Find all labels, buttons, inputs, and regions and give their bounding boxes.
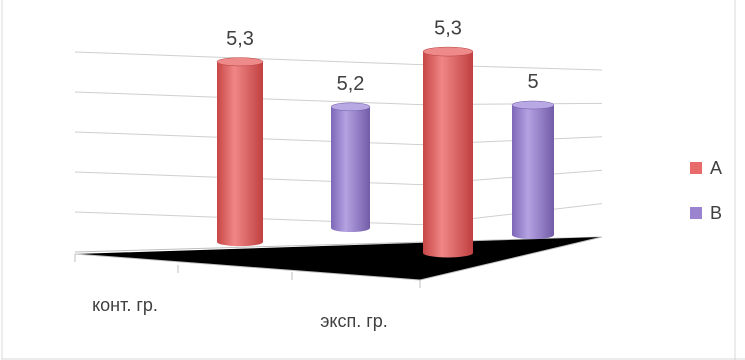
data-label: 5,2	[337, 73, 365, 95]
data-label: 5,3	[434, 18, 462, 40]
floor-back-edge	[74, 236, 603, 253]
bar-A-1	[422, 46, 474, 258]
bar-A-0	[216, 57, 264, 247]
bar-body	[512, 105, 554, 239]
bars	[216, 46, 555, 258]
floor-front-edge	[74, 236, 603, 281]
legend-item-A: A	[690, 158, 722, 178]
legend-item-B: B	[690, 203, 722, 223]
category-label: конт. гр.	[92, 295, 158, 315]
bar-top	[216, 57, 264, 67]
bar-body	[331, 106, 370, 232]
legend-swatch	[690, 162, 702, 174]
data-label: 5,3	[226, 28, 254, 50]
legend-label: B	[710, 203, 722, 223]
category-labels: конт. гр. эксп. гр.	[92, 295, 388, 331]
bar-body	[423, 51, 473, 258]
bar-top	[511, 100, 555, 110]
legend: AB	[690, 158, 722, 223]
data-labels: 5,3 5,2 5,3 5	[226, 18, 538, 95]
bar-body	[217, 61, 263, 247]
data-label: 5	[527, 71, 538, 93]
legend-swatch	[690, 207, 702, 219]
bar-B-0	[330, 102, 371, 232]
category-label: эксп. гр.	[320, 311, 388, 331]
bar-B-1	[511, 100, 555, 239]
legend-label: A	[710, 158, 722, 178]
category-axis	[74, 236, 603, 288]
bar-top	[330, 102, 371, 112]
bar-top	[422, 46, 474, 57]
